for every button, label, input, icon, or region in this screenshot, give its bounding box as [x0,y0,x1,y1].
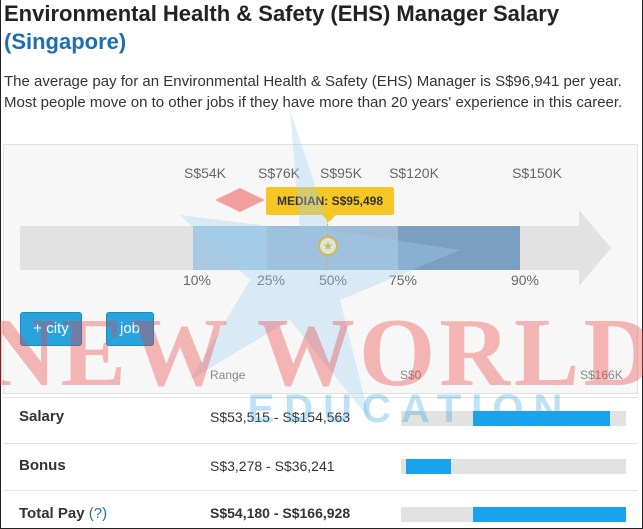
median-star-icon: ★ [318,236,338,256]
pct-25: 25% [256,272,286,288]
scale-max: S$166K [580,368,623,382]
total-pay-bar-fill [473,507,626,522]
total-pay-bar-track [401,507,626,522]
pct-10: 10% [182,272,212,288]
total-pay-row-range: S$54,180 - S$166,928 [210,505,351,521]
pct-90: 90% [510,272,540,288]
tick-90: S$150K [512,165,562,181]
bonus-row-label: Bonus [19,457,66,474]
pct-75: 75% [388,272,418,288]
salary-bar-track [401,411,626,426]
add-city-button[interactable]: + city [20,312,82,346]
bonus-row-range: S$3,278 - S$36,241 [210,458,335,474]
row-divider [3,397,638,398]
total-pay-label-text: Total Pay [19,505,85,522]
salary-row-range: S$53,515 - S$154,563 [210,409,351,425]
salary-range-arrowhead [579,210,611,286]
tick-25: S$76K [257,165,301,181]
salary-row-label: Salary [19,408,65,425]
total-pay-help-link[interactable]: (?) [88,505,108,522]
job-button[interactable]: job [106,312,154,346]
bonus-bar-fill [406,459,451,474]
total-pay-row-label: Total Pay (?) [19,505,107,522]
salary-bar-fill [473,411,610,426]
range-header: Range [210,368,246,382]
band-10-25 [193,226,267,270]
pct-50: 50% [318,272,348,288]
row-divider [3,490,638,491]
scale-min: S$0 [400,368,422,382]
salary-description: The average pay for an Environmental Hea… [4,73,623,111]
page-title: Environmental Health & Safety (EHS) Mana… [4,0,559,56]
tick-10: S$54K [183,165,227,181]
location-link[interactable]: (Singapore) [4,29,127,54]
tick-75: S$120K [389,165,439,181]
page-title-text: Environmental Health & Safety (EHS) Mana… [4,1,560,26]
row-divider [3,443,638,444]
tick-50: S$95K [319,165,363,181]
band-75-90 [398,226,520,270]
median-tag: MEDIAN: S$95,498 [266,187,394,222]
bonus-bar-track [401,459,626,474]
